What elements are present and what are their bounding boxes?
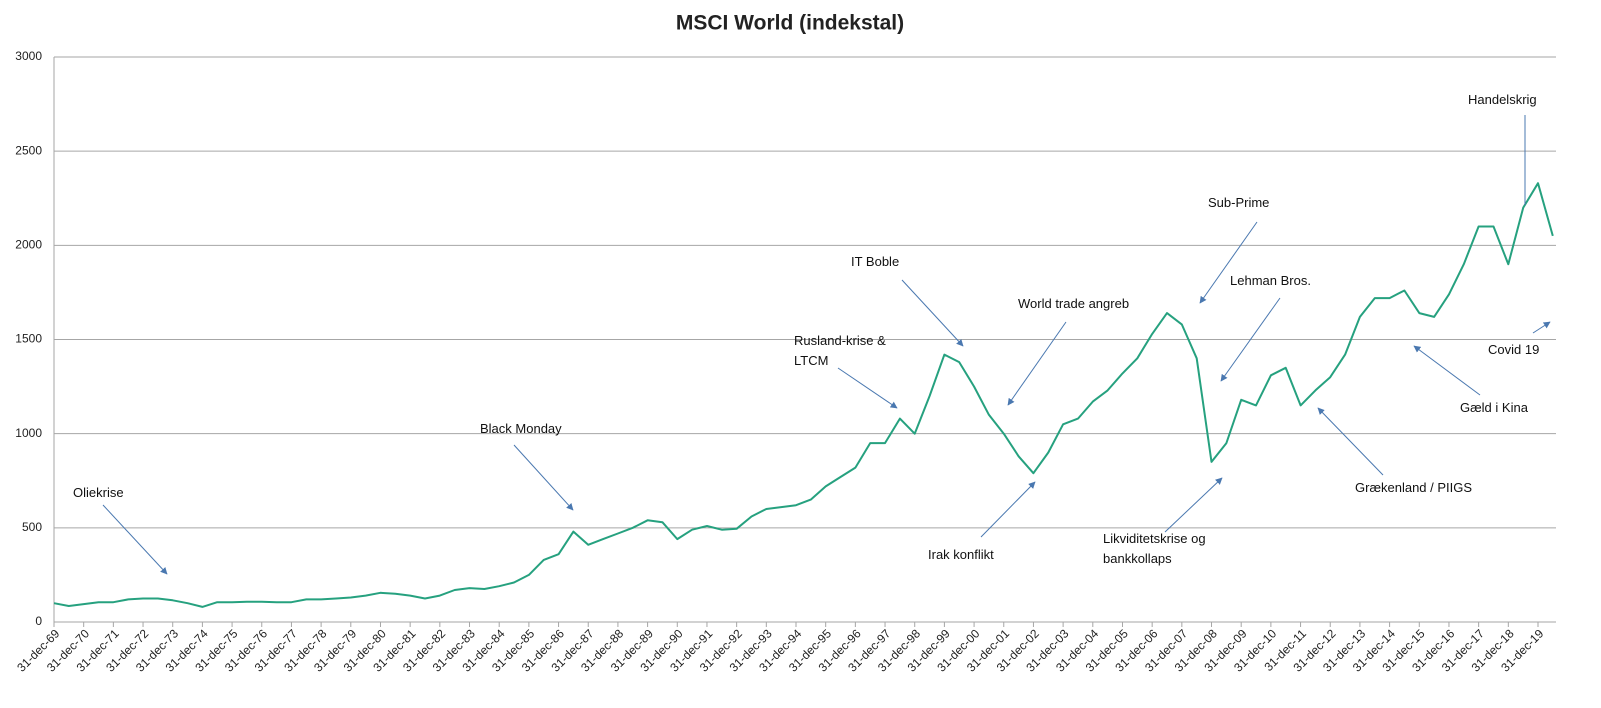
annotation: Oliekrise (73, 485, 124, 500)
annotation-arrow (1532, 321, 1551, 334)
annotation: IT Boble (851, 254, 900, 269)
annotation: World trade angreb (1018, 296, 1130, 311)
annotation-arrow (837, 367, 898, 409)
annotation-arrow (1199, 221, 1258, 304)
y-tick-label: 3000 (15, 49, 42, 63)
y-tick-label: 2000 (15, 238, 42, 252)
annotation: Black Monday (480, 421, 562, 436)
annotation-arrow (1164, 477, 1223, 533)
y-tick-label: 500 (22, 520, 42, 534)
annotation-arrow (1007, 321, 1067, 406)
annotation: Lehman Bros. (1230, 273, 1311, 288)
annotation-arrow (980, 481, 1036, 538)
annotation-arrow (1413, 345, 1481, 396)
y-tick-label: 0 (35, 614, 42, 628)
annotation: Grækenland / PIIGS (1355, 480, 1473, 495)
annotation-arrow (102, 504, 168, 575)
y-tick-label: 1000 (15, 426, 42, 440)
data-line (53, 182, 1554, 608)
chart-title: MSCI World (indekstal) (676, 12, 904, 35)
annotation: Irak konflikt (928, 547, 994, 562)
annotation: Gæld i Kina (1460, 400, 1528, 415)
annotation-arrow (513, 444, 574, 511)
annotation: Likviditetskrise og bankkollaps (1103, 531, 1206, 566)
annotation: Sub-Prime (1208, 195, 1270, 210)
annotation: Covid 19 (1488, 342, 1540, 357)
y-tick-label: 2500 (15, 143, 42, 157)
annotation-arrow (1317, 407, 1384, 476)
annotation-arrow (1220, 297, 1281, 382)
y-tick-label: 1500 (15, 332, 42, 346)
annotation: Handelskrig (1468, 92, 1537, 107)
annotation-arrow (901, 279, 964, 347)
annotation: Rusland-krise & LTCM (794, 333, 886, 368)
